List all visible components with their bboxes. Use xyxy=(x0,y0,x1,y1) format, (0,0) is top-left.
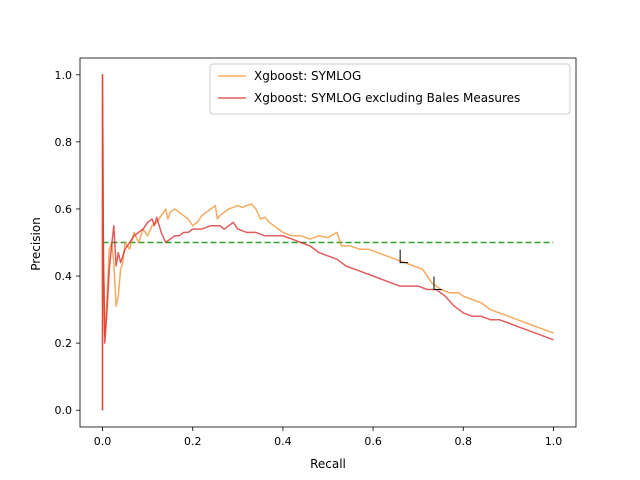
y-tick-label: 0.6 xyxy=(55,203,73,216)
corner-marker-1 xyxy=(399,249,409,264)
x-axis-label: Recall xyxy=(310,457,346,471)
y-tick-label: 0.2 xyxy=(55,337,73,350)
y-tick-label: 0.8 xyxy=(55,136,73,149)
y-axis-ticks: 0.0 0.2 0.4 0.6 0.8 1.0 xyxy=(55,69,80,417)
series-line-2 xyxy=(101,74,554,411)
legend-box xyxy=(209,63,571,115)
legend-label-1: Xgboost: SYMLOG xyxy=(254,69,361,83)
x-tick-label: 0.0 xyxy=(94,435,112,448)
x-tick-label: 0.8 xyxy=(455,435,473,448)
corner-marker-2 xyxy=(433,276,442,290)
y-tick-label: 0.0 xyxy=(55,404,73,417)
y-tick-label: 0.4 xyxy=(55,270,73,283)
x-tick-label: 1.0 xyxy=(545,435,563,448)
series-line-1 xyxy=(101,74,554,411)
y-tick-label: 1.0 xyxy=(55,69,73,82)
y-axis-label: Precision xyxy=(29,217,43,271)
legend: Xgboost: SYMLOG Xgboost: SYMLOG excluding… xyxy=(209,63,571,115)
x-tick-label: 0.6 xyxy=(364,435,382,448)
x-axis-ticks: 0.0 0.2 0.4 0.6 0.8 1.0 xyxy=(94,427,562,448)
plot-area xyxy=(79,57,577,428)
legend-label-2: Xgboost: SYMLOG excluding Bales Measures xyxy=(254,91,520,105)
x-tick-label: 0.4 xyxy=(274,435,292,448)
x-tick-label: 0.2 xyxy=(184,435,202,448)
axes-frame xyxy=(79,57,577,428)
